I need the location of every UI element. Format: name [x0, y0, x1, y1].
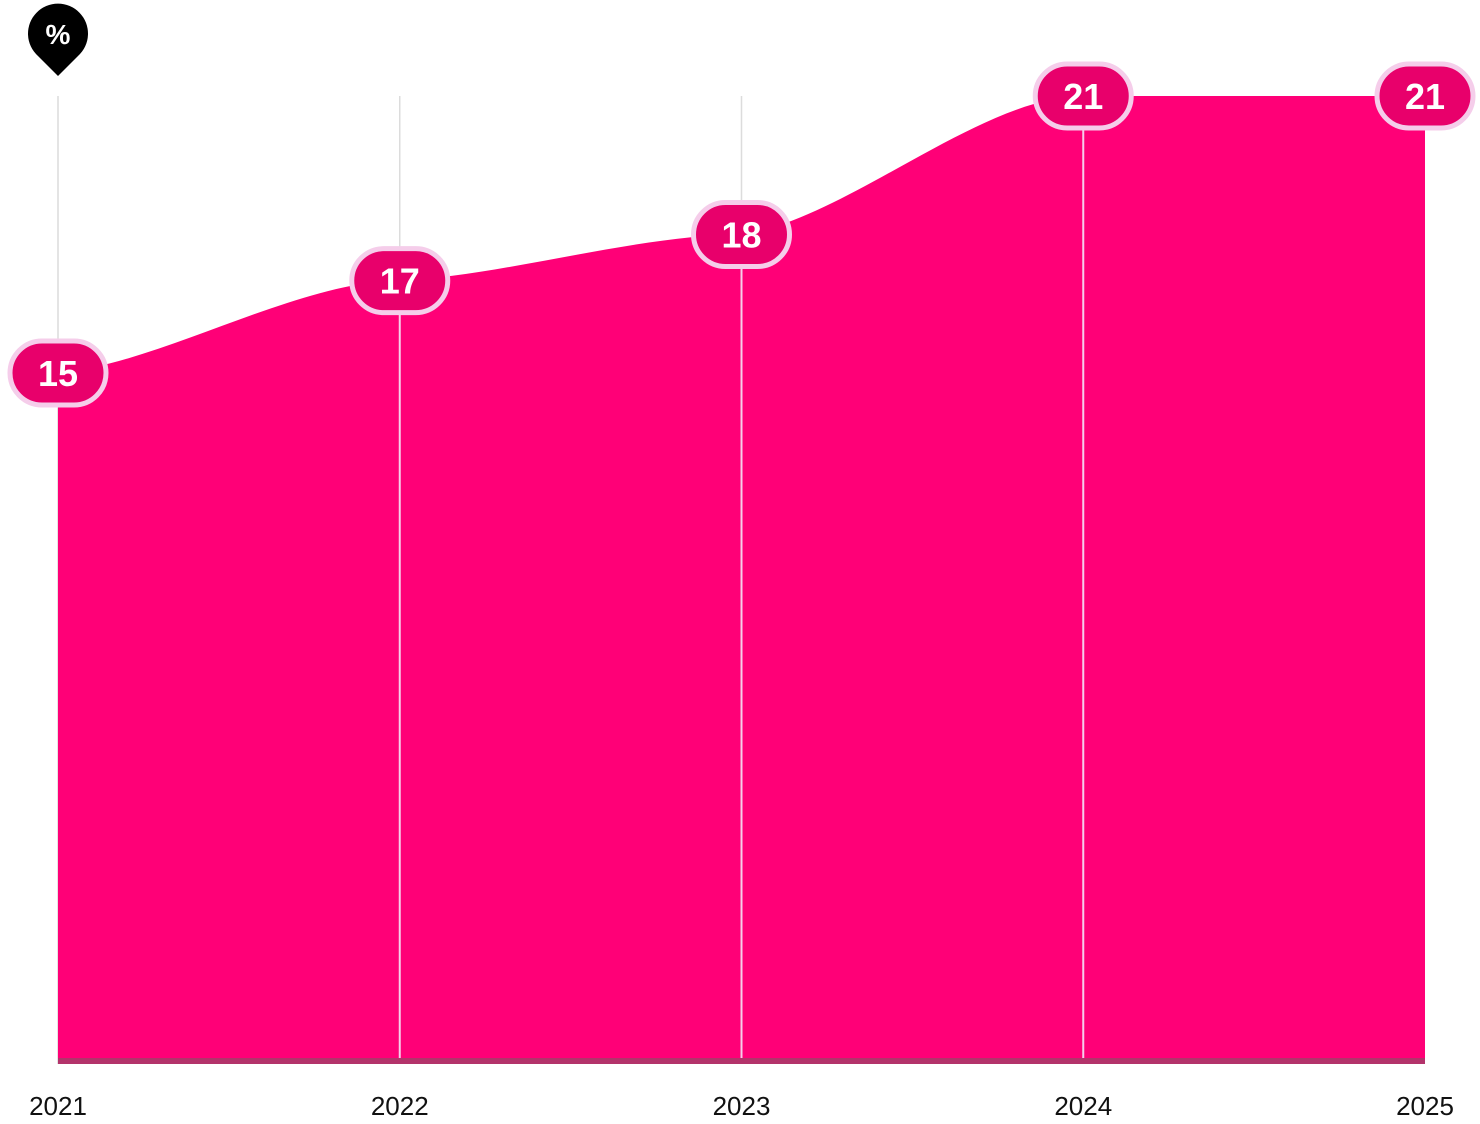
- value-badge: 15: [7, 338, 109, 408]
- value-badge: 17: [349, 246, 451, 316]
- x-tick-label: 2022: [371, 1091, 429, 1121]
- overlay-gridlines: [398, 96, 1085, 1064]
- value-badge-bg: [349, 246, 451, 316]
- value-badge: 21: [1374, 61, 1476, 131]
- x-tick-label: 2025: [1396, 1091, 1454, 1121]
- value-badge: 18: [691, 200, 792, 269]
- data-labels: 15 17 18 21 21: [7, 61, 1476, 408]
- value-badge-label: 21: [1405, 76, 1445, 117]
- x-axis-ticks: 2021 2022 2023 2024 2025: [29, 1091, 1454, 1121]
- value-badge-bg: [7, 338, 109, 408]
- value-badge-label: 18: [721, 215, 761, 256]
- unit-marker: %: [28, 3, 89, 76]
- value-badge-label: 21: [1063, 76, 1103, 117]
- value-badge-bg: [691, 200, 792, 269]
- value-badge-bg: [1374, 61, 1476, 131]
- unit-label: %: [46, 19, 71, 50]
- value-badge: 21: [1032, 61, 1134, 131]
- value-badge-label: 17: [380, 261, 420, 302]
- value-badge-label: 15: [38, 353, 78, 394]
- x-tick-label: 2021: [29, 1091, 87, 1121]
- value-badge-bg: [1032, 61, 1134, 131]
- x-tick-label: 2023: [713, 1091, 771, 1121]
- percent-pin-icon: [28, 3, 89, 76]
- x-tick-label: 2024: [1054, 1091, 1112, 1121]
